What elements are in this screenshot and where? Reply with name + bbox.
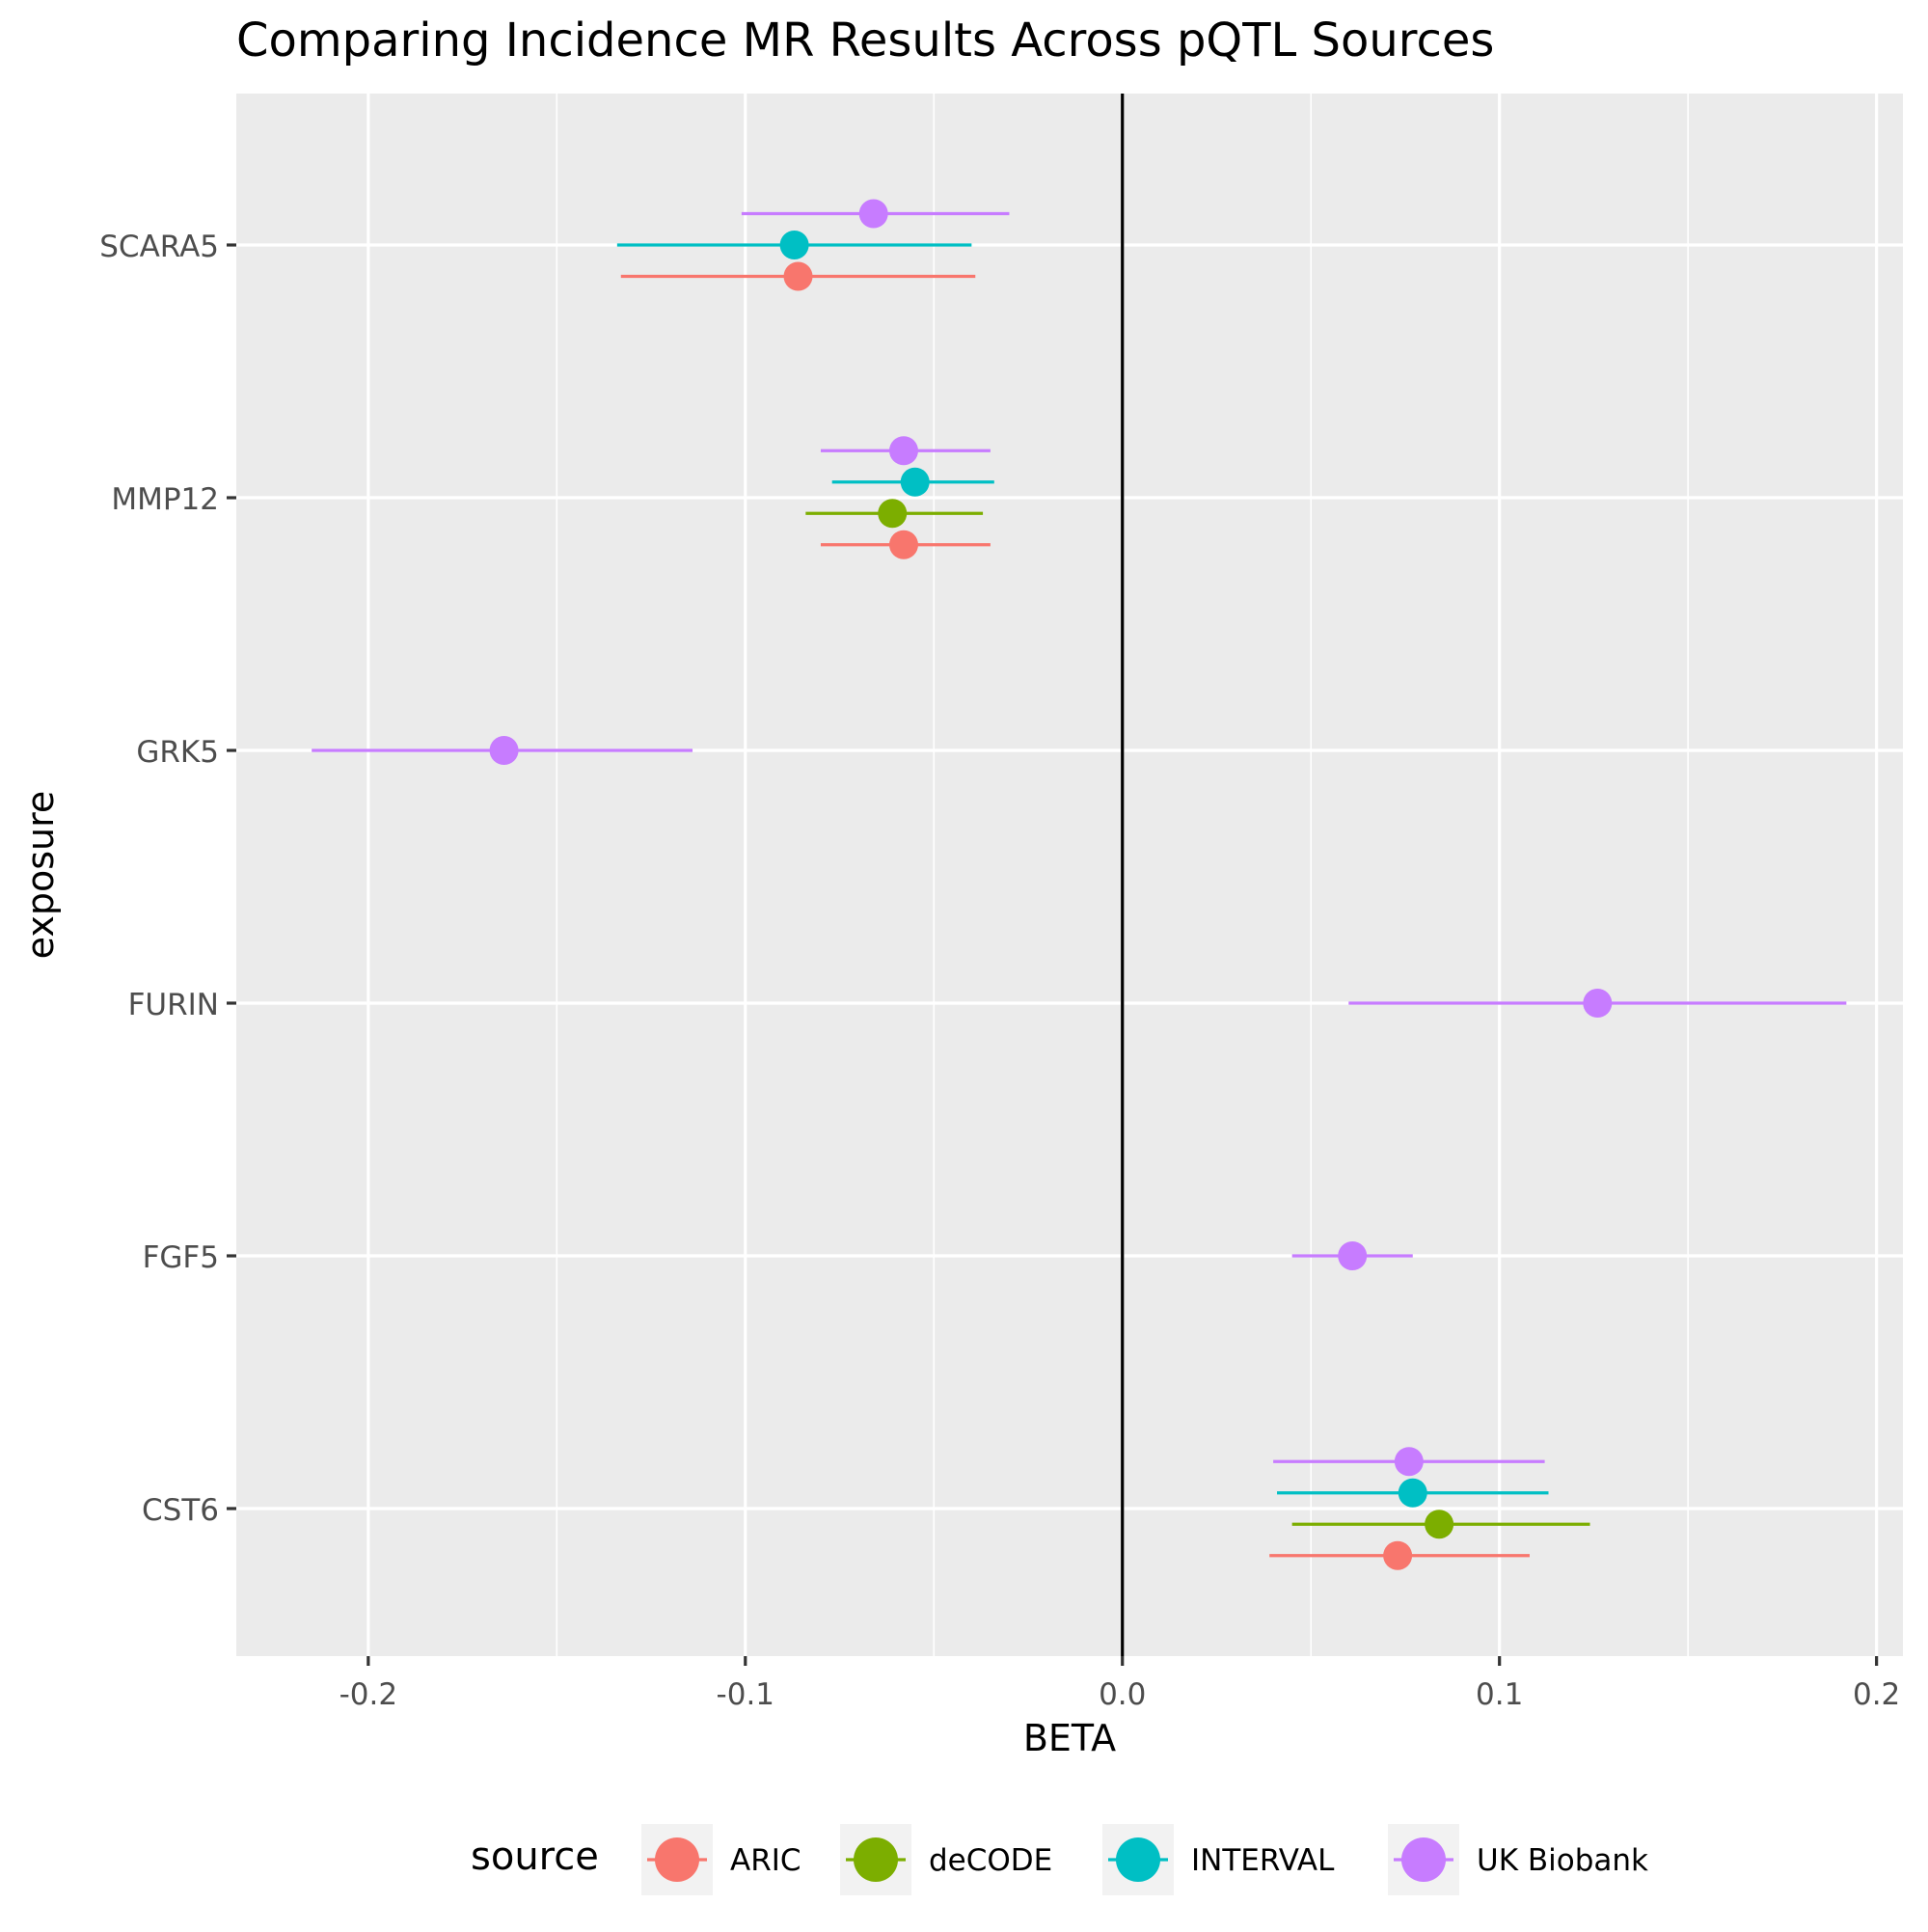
y-axis: SCARA5 MMP12 GRK5 FURIN FGF5 CST6 [99,230,236,1528]
data-marks [312,199,1847,1570]
data-point [1394,1447,1424,1477]
data-point [878,499,908,529]
data-point [1398,1478,1427,1508]
x-tick-label: 0.2 [1853,1677,1900,1712]
y-tick-label: FGF5 [143,1240,219,1275]
x-tick-label: -0.1 [717,1677,775,1712]
data-point [1583,989,1613,1018]
x-tick-label: 0.1 [1476,1677,1523,1712]
data-point [900,467,930,497]
legend-label: ARIC [730,1843,801,1878]
legend-label: INTERVAL [1191,1843,1335,1878]
data-point [888,436,918,466]
plot-panel [236,94,1903,1656]
y-tick-label: GRK5 [136,735,219,770]
minor-gridlines [556,94,1689,1656]
chart-title: Comparing Incidence MR Results Across pQ… [236,14,1494,68]
x-tick-label: 0.0 [1099,1677,1146,1712]
legend-key-point [854,1837,898,1882]
data-point [858,199,888,229]
data-point [783,261,813,291]
data-point [1383,1540,1413,1570]
legend-key-point [1401,1837,1446,1882]
y-tick-label: CST6 [142,1493,219,1528]
data-point [1338,1241,1368,1270]
x-axis: -0.2 -0.1 0.0 0.1 0.2 [339,1656,1900,1712]
data-point [489,736,519,765]
x-axis-title: BETA [1023,1717,1116,1759]
y-tick-label: MMP12 [111,482,219,517]
y-tick-label: SCARA5 [99,230,219,264]
legend: source ARIC deCODE INTERVAL UK Biobank [471,1824,1648,1895]
y-tick-label: FURIN [128,988,219,1022]
x-tick-label: -0.2 [339,1677,398,1712]
data-point [1425,1510,1454,1539]
data-point [779,231,809,259]
legend-key-point [655,1837,699,1882]
data-point [888,530,918,559]
legend-title: source [471,1835,599,1879]
y-axis-title: exposure [19,791,62,960]
legend-label: deCODE [929,1843,1052,1878]
legend-label: UK Biobank [1477,1843,1648,1878]
legend-key-point [1116,1837,1160,1882]
